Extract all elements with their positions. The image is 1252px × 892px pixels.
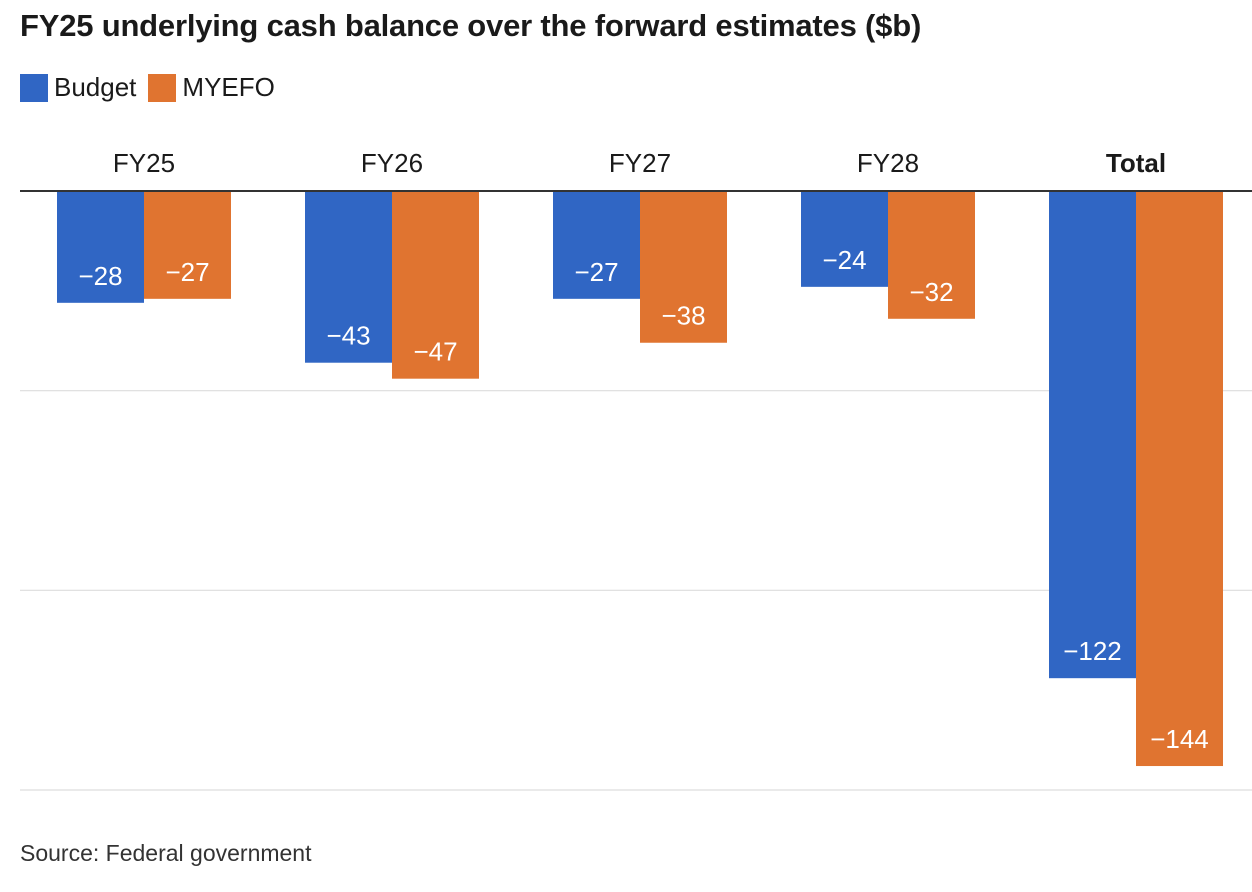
category-label: Total <box>1106 148 1166 178</box>
data-label: −24 <box>822 245 866 275</box>
bar-myefo-total <box>1136 191 1223 767</box>
legend-item-myefo: MYEFO <box>148 72 275 103</box>
bar-myefo-fy26 <box>392 191 479 379</box>
bar-budget-fy28 <box>801 191 888 287</box>
data-label: −43 <box>326 321 370 351</box>
bar-myefo-fy27 <box>640 191 727 343</box>
data-label: −47 <box>413 337 457 367</box>
legend-label-myefo: MYEFO <box>182 72 275 102</box>
legend-swatch-budget <box>20 73 48 102</box>
source-note: Source: Federal government <box>20 840 312 866</box>
bar-budget-fy25 <box>57 191 144 303</box>
category-label: FY26 <box>361 148 423 178</box>
legend-swatch-myefo <box>148 73 177 102</box>
data-label: −27 <box>574 257 618 287</box>
data-label: −27 <box>165 257 209 287</box>
legend: Budget MYEFO <box>20 72 287 103</box>
chart-title: FY25 underlying cash balance over the fo… <box>20 8 922 43</box>
bar-myefo-fy25 <box>144 191 231 299</box>
bar-budget-fy26 <box>305 191 392 363</box>
category-label: FY27 <box>609 148 671 178</box>
bar-budget-fy27 <box>553 191 640 299</box>
legend-item-budget: Budget <box>20 72 136 103</box>
data-label: −144 <box>1150 724 1209 754</box>
data-label: −28 <box>78 261 122 291</box>
bar-myefo-fy28 <box>888 191 975 319</box>
data-label: −38 <box>661 301 705 331</box>
category-label: FY25 <box>113 148 175 178</box>
legend-label-budget: Budget <box>54 72 137 102</box>
category-label: FY28 <box>857 148 919 178</box>
data-label: −122 <box>1063 636 1122 666</box>
data-label: −32 <box>909 277 953 307</box>
bar-budget-total <box>1049 191 1136 679</box>
